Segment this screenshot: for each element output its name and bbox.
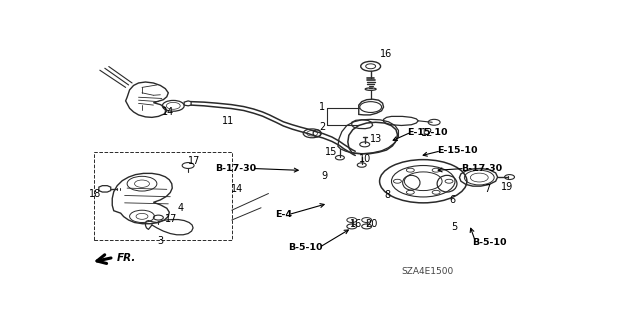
- Text: 15: 15: [324, 147, 337, 158]
- Text: 7: 7: [484, 184, 491, 194]
- Text: 4: 4: [178, 203, 184, 213]
- Bar: [94, 152, 232, 240]
- Text: 9: 9: [321, 171, 327, 181]
- Text: B-17-30: B-17-30: [215, 164, 256, 173]
- Text: 16: 16: [350, 219, 362, 229]
- Text: 12: 12: [421, 128, 433, 138]
- Text: 20: 20: [365, 219, 378, 229]
- Text: E-15-10: E-15-10: [408, 128, 448, 137]
- Text: 17: 17: [188, 156, 200, 166]
- Text: 3: 3: [158, 236, 164, 246]
- Text: E-4: E-4: [275, 210, 292, 219]
- Text: 1: 1: [319, 102, 325, 112]
- Text: B-5-10: B-5-10: [472, 238, 506, 247]
- Text: 5: 5: [451, 222, 458, 233]
- Text: B-5-10: B-5-10: [289, 243, 323, 252]
- Text: 14: 14: [162, 107, 175, 117]
- Text: 18: 18: [89, 189, 101, 199]
- Text: 17: 17: [164, 214, 177, 224]
- Text: 6: 6: [449, 196, 455, 205]
- Text: 13: 13: [369, 134, 381, 144]
- Text: 10: 10: [358, 154, 371, 164]
- Text: 11: 11: [221, 115, 234, 126]
- Text: FR.: FR.: [116, 253, 136, 263]
- Text: 16: 16: [380, 48, 393, 58]
- Text: SZA4E1500: SZA4E1500: [401, 267, 453, 276]
- Text: E-15-10: E-15-10: [437, 146, 477, 155]
- Text: B-17-30: B-17-30: [461, 164, 502, 173]
- Text: 2: 2: [319, 122, 325, 132]
- Text: 8: 8: [385, 190, 390, 200]
- Text: 19: 19: [501, 182, 514, 192]
- Text: 14: 14: [230, 184, 243, 194]
